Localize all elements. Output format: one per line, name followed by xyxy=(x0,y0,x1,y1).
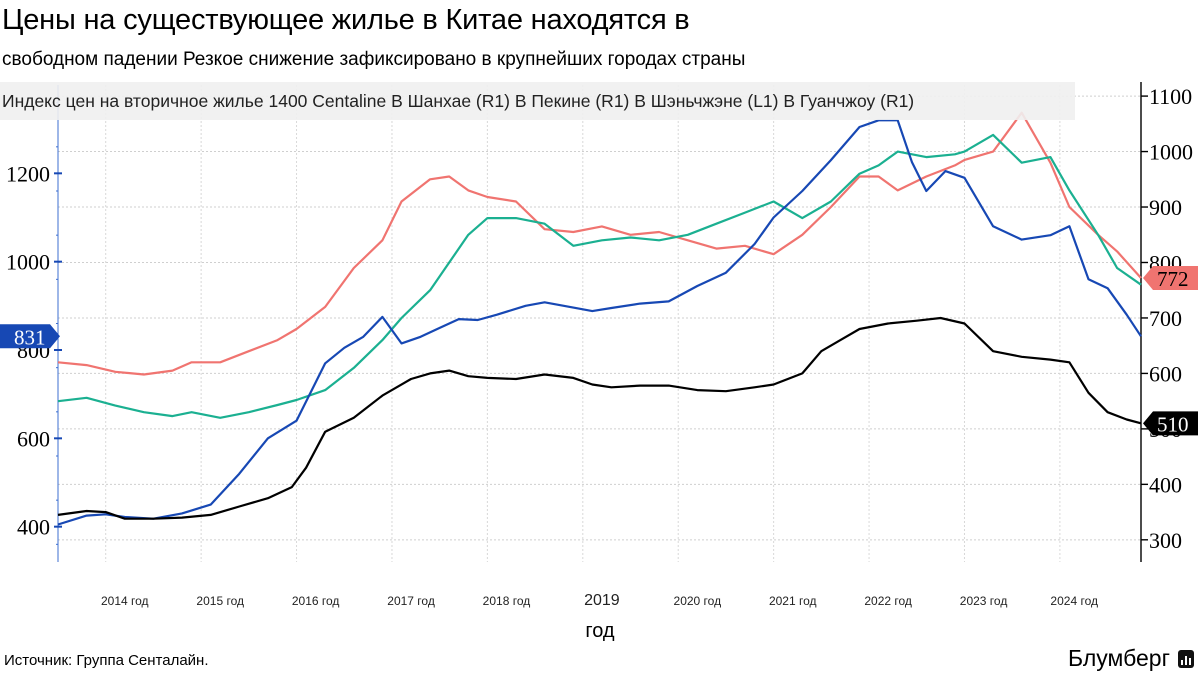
right-tick-label: 900 xyxy=(1149,195,1182,220)
legend-background xyxy=(0,82,1075,120)
x-tick-label: 2022 год xyxy=(864,594,912,608)
chart-title: Цены на существующее жилье в Китае наход… xyxy=(2,4,690,36)
end-label-badge xyxy=(1143,411,1198,436)
series-line xyxy=(57,133,1142,419)
right-tick-label: 600 xyxy=(1149,361,1182,386)
x-tick-label: 2018 год xyxy=(483,594,531,608)
series-line xyxy=(57,111,1142,376)
x-tick-label: 2016 год xyxy=(292,594,340,608)
x-tick-label: 2015 год xyxy=(196,594,244,608)
end-labels: 831 772 510 xyxy=(0,266,1198,436)
axes: 4006008001000120030040050060070080090010… xyxy=(6,82,1193,562)
bar-chart-icon xyxy=(1178,650,1194,668)
end-label-badge xyxy=(1143,266,1198,291)
x-tick-label: 2024 год xyxy=(1050,594,1098,608)
x-tick-label: 2020 год xyxy=(674,594,722,608)
left-tick-label: 400 xyxy=(17,515,50,540)
x-axis-label: год xyxy=(585,620,615,642)
x-tick-label: 2014 год xyxy=(101,594,149,608)
series-line xyxy=(57,316,1142,520)
chart-subtitle: свободном падении Резкое снижение зафикс… xyxy=(2,49,746,70)
x-tick-label: 2021 год xyxy=(769,594,817,608)
left-tick-label: 1200 xyxy=(6,161,50,186)
right-tick-label: 1100 xyxy=(1149,84,1192,109)
x-tick-label: 2019 xyxy=(584,592,620,609)
legend: Индекс цен на вторичное жилье 1400 Centa… xyxy=(0,82,1075,120)
right-tick-label: 300 xyxy=(1149,528,1182,553)
end-label-value: 772 xyxy=(1157,267,1189,291)
right-tick-label: 400 xyxy=(1149,472,1182,497)
end-label-value: 510 xyxy=(1157,412,1189,436)
series-lines xyxy=(57,111,1142,526)
brand-name: Блумберг xyxy=(1068,645,1170,671)
left-tick-label: 600 xyxy=(17,426,50,451)
x-tick-label: 2023 год xyxy=(960,594,1008,608)
source-note: Источник: Группа Сенталайн. xyxy=(4,652,209,669)
left-tick-label: 1000 xyxy=(6,250,50,275)
series-line xyxy=(57,119,1142,526)
x-tick-labels: 2014 год 2015 год 2016 год 2017 год 2018 год… xyxy=(101,592,1098,609)
right-tick-label: 1000 xyxy=(1149,140,1193,165)
x-tick-label: 2017 год xyxy=(387,594,435,608)
legend-text: Индекс цен на вторичное жилье 1400 Centa… xyxy=(2,91,914,111)
right-tick-label: 700 xyxy=(1149,306,1182,331)
end-label-badge xyxy=(0,324,60,349)
end-label-value: 831 xyxy=(14,325,46,349)
